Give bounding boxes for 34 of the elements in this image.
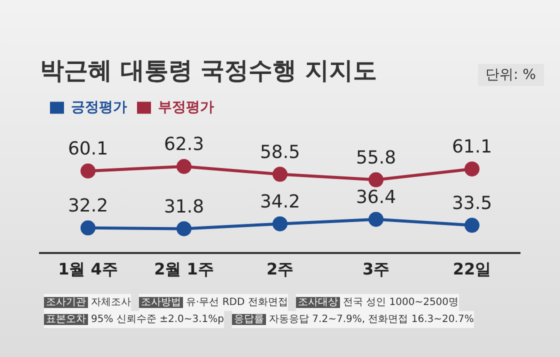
text: 표본오차 95% 신뢰수준 ±2.0~3.1%p bbox=[44, 311, 224, 328]
x-tick-label: 2월 1주 bbox=[154, 260, 214, 279]
point bbox=[272, 216, 288, 232]
data-label: 34.2 bbox=[260, 192, 300, 213]
x-tick-label: 2주 bbox=[266, 260, 294, 279]
data-label: 60.1 bbox=[68, 138, 108, 160]
legend-label: 긍정평가 bbox=[71, 99, 127, 116]
legend-label: 부정평가 bbox=[158, 99, 214, 116]
data-label: 31.8 bbox=[164, 196, 204, 218]
data-label: 32.2 bbox=[68, 196, 108, 217]
text: 조사방법 유·무선 RDD 전화면접 bbox=[139, 294, 288, 311]
point bbox=[176, 221, 192, 236]
point bbox=[368, 212, 384, 227]
point bbox=[272, 166, 288, 182]
point bbox=[368, 172, 384, 188]
x-tick-label: 3주 bbox=[362, 260, 390, 279]
text: 응답률 자동응답 7.2~7.9%, 전화면접 16.3~20.7% bbox=[232, 311, 474, 328]
point bbox=[464, 218, 480, 233]
data-label: 33.5 bbox=[452, 192, 492, 214]
text: 조사대상 전국 성인 1000~2500명 bbox=[296, 294, 459, 311]
point bbox=[464, 161, 480, 176]
chart-title: 박근혜 대통령 국정수행 지지도 bbox=[40, 56, 378, 85]
chart-subtitle: 단위: % bbox=[478, 64, 544, 86]
data-label: 61.1 bbox=[452, 136, 492, 158]
point bbox=[80, 220, 96, 236]
x-tick-label: 1월 4주 bbox=[58, 260, 118, 279]
data-label: 36.4 bbox=[356, 187, 396, 208]
point bbox=[80, 163, 96, 178]
data-label: 58.5 bbox=[260, 142, 300, 163]
point bbox=[176, 159, 192, 174]
x-tick-label: 22일 bbox=[452, 260, 492, 279]
data-label: 62.3 bbox=[164, 134, 204, 156]
data-label: 55.8 bbox=[356, 147, 396, 168]
text: 조사기관 자체조사 bbox=[44, 294, 131, 311]
